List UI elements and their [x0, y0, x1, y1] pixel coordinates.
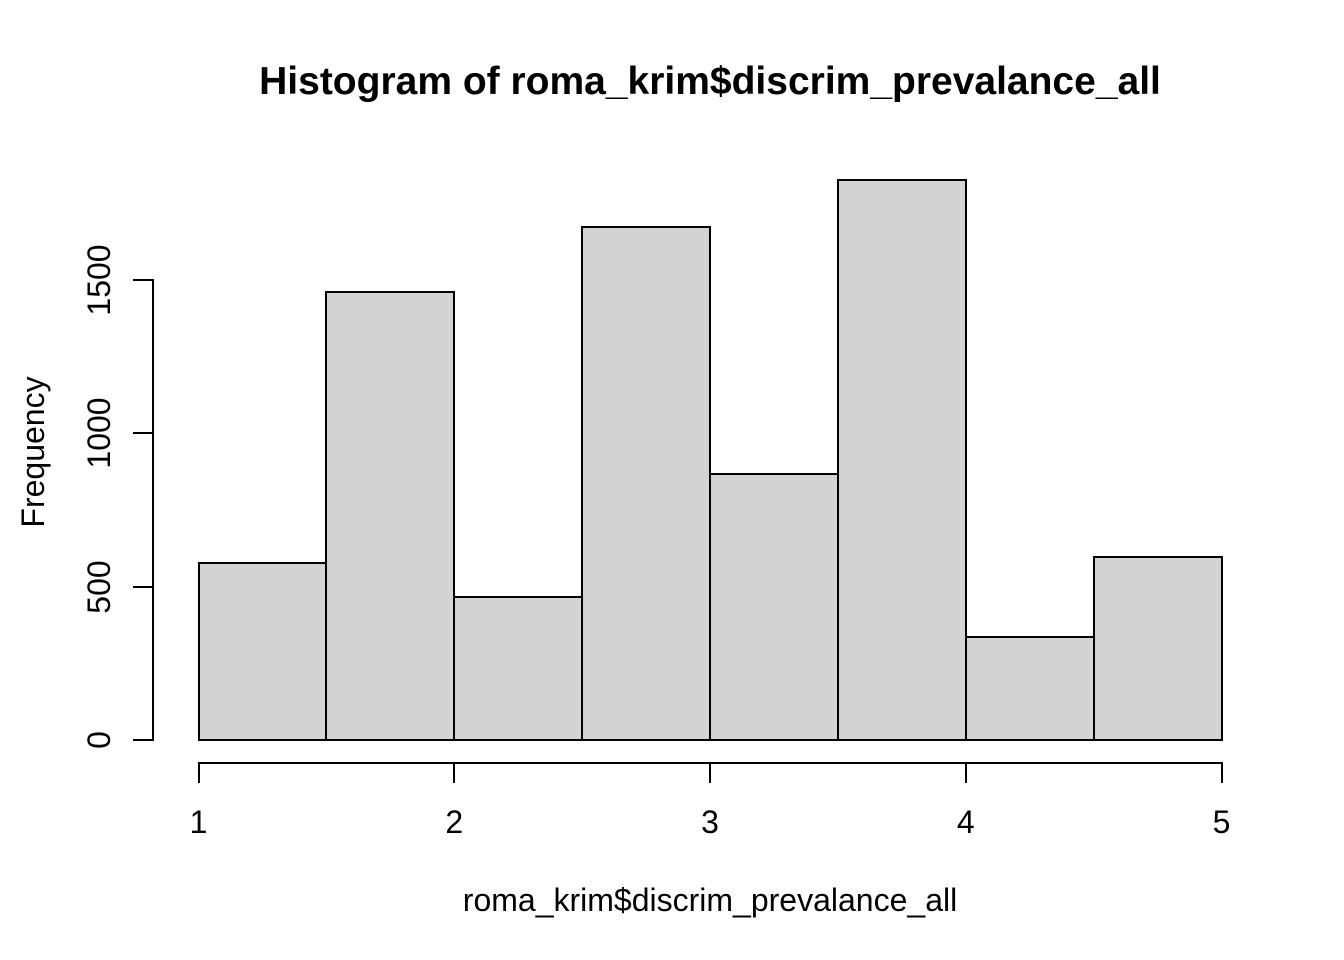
- x-axis-label: roma_krim$discrim_prevalance_all: [462, 882, 958, 918]
- histogram-bar: [964, 635, 1095, 741]
- x-tick-label: 4: [956, 804, 975, 840]
- histogram-bar: [453, 595, 584, 741]
- y-axis-label: Frequency: [15, 376, 51, 528]
- histogram-bar: [836, 178, 967, 741]
- histogram-bar: [581, 226, 711, 741]
- x-tick-label: 3: [701, 804, 719, 840]
- y-tick-mark: [133, 432, 152, 435]
- y-tick-mark: [133, 279, 152, 281]
- histogram-bar: [197, 562, 328, 741]
- x-tick-label: 5: [1212, 804, 1231, 840]
- x-tick-mark: [1220, 762, 1223, 783]
- x-tick-mark: [453, 762, 456, 783]
- x-tick-label: 1: [189, 804, 208, 840]
- y-tick-mark: [133, 585, 152, 588]
- chart-title: Histogram of roma_krim$discrim_prevalanc…: [259, 60, 1161, 103]
- x-tick-label: 2: [445, 804, 464, 840]
- histogram-bar: [1092, 556, 1223, 741]
- histogram-bar: [325, 290, 456, 741]
- x-tick-mark: [197, 762, 200, 783]
- x-tick-mark: [964, 762, 967, 783]
- y-tick-label: 1500: [81, 244, 117, 316]
- y-axis-line: [152, 279, 154, 741]
- histogram-bar: [709, 473, 839, 741]
- y-tick-mark: [133, 739, 152, 741]
- x-tick-mark: [709, 762, 711, 783]
